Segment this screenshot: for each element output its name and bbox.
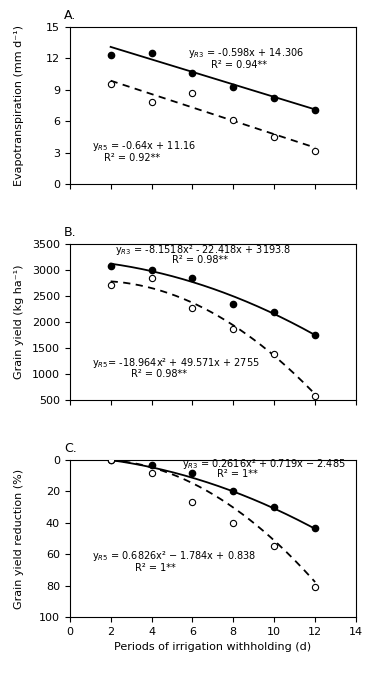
Text: y$_{R3}$ = 0.2616x² + 0.719x − 2.485: y$_{R3}$ = 0.2616x² + 0.719x − 2.485 [182,457,346,471]
Text: y$_{R3}$ = -8.1518x² - 22.418x + 3193.8: y$_{R3}$ = -8.1518x² - 22.418x + 3193.8 [115,243,291,256]
Text: R² = 0.92**: R² = 0.92** [105,153,161,163]
Text: y$_{R3}$ = -0.598x + 14.306: y$_{R3}$ = -0.598x + 14.306 [188,46,305,60]
Text: R² = 1**: R² = 1** [217,468,258,479]
Text: R² = 0.98**: R² = 0.98** [131,369,187,379]
Y-axis label: Evapotranspiration (mm d⁻¹): Evapotranspiration (mm d⁻¹) [14,25,24,186]
Text: R² = 0.94**: R² = 0.94** [211,60,267,70]
Text: y$_{R5}$ = -0.64x + 11.16: y$_{R5}$ = -0.64x + 11.16 [92,140,196,153]
Text: R² = 0.98**: R² = 0.98** [172,255,228,265]
Text: y$_{R5}$= -18.964x² + 49.571x + 2755: y$_{R5}$= -18.964x² + 49.571x + 2755 [92,357,260,370]
X-axis label: Periods of irrigation withholding (d): Periods of irrigation withholding (d) [114,642,312,652]
Text: C.: C. [64,442,77,455]
Text: A.: A. [64,9,76,22]
Text: B.: B. [64,226,77,239]
Text: R² = 1**: R² = 1** [135,563,176,574]
Y-axis label: Grain yield reduction (%): Grain yield reduction (%) [14,468,24,609]
Y-axis label: Grain yield (kg ha⁻¹): Grain yield (kg ha⁻¹) [14,265,24,379]
Text: y$_{R5}$ = 0.6826x² − 1.784x + 0.838: y$_{R5}$ = 0.6826x² − 1.784x + 0.838 [92,549,256,563]
